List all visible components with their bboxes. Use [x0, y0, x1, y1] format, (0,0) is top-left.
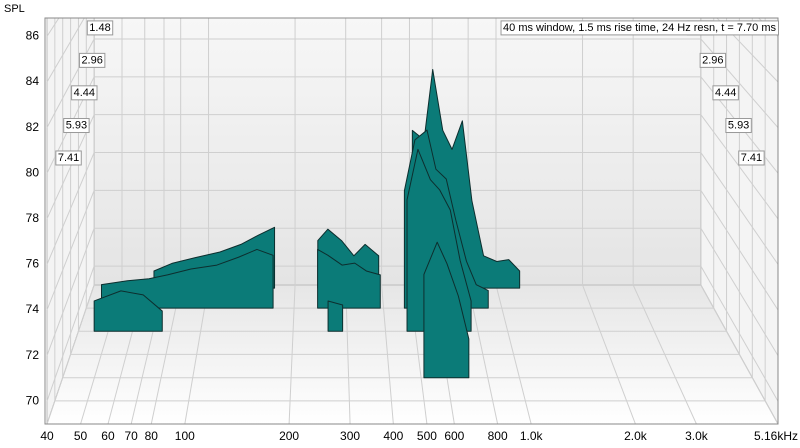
depth-label: 2.96 [702, 54, 723, 66]
waterfall-slice [423, 241, 470, 379]
y-tick-label: 76 [26, 257, 40, 271]
depth-label-box [63, 118, 90, 134]
back-wall [93, 18, 702, 286]
x-tick-label: 40 [40, 429, 54, 443]
depth-label: 5.93 [728, 120, 749, 132]
x-tick-label: 500 [417, 429, 437, 443]
depth-label-box [71, 85, 98, 101]
depth-label: 1.48 [89, 22, 110, 34]
labels: 40 50 60 70 80 100 200 300 400 500 600 800 1.0k 2.0k 3… [26, 20, 798, 443]
depth-label-box [725, 118, 752, 134]
depth-label-box [712, 85, 739, 101]
x-tick-label: 5.16kHz [754, 429, 798, 443]
x-tick-label: 70 [124, 429, 138, 443]
plot-frame [44, 17, 779, 425]
waterfall-slice [317, 248, 381, 309]
depth-label-box [86, 20, 114, 36]
depth-label-box [738, 150, 765, 166]
x-tick-label: 60 [101, 429, 115, 443]
y-tick-label: 72 [26, 348, 40, 362]
x-tick-label: 200 [279, 429, 299, 443]
x-tick-label: 3.0k [685, 429, 709, 443]
depth-label: 7.41 [741, 152, 762, 164]
x-tick-label: 600 [444, 429, 464, 443]
waterfall-slice [93, 290, 163, 332]
y-tick-label: 80 [26, 165, 40, 179]
depth-label-box [699, 52, 727, 68]
surfaces [93, 68, 521, 379]
y-tick-label: 82 [26, 120, 40, 134]
x-tick-label: 50 [74, 429, 88, 443]
waterfall-slice [327, 300, 344, 332]
x-tick-label: 80 [145, 429, 159, 443]
x-tick-label: 800 [488, 429, 508, 443]
x-tick-label: 300 [340, 429, 360, 443]
y-tick-label: 84 [26, 74, 40, 88]
depth-label: 4.44 [74, 87, 95, 99]
waterfall-slice [100, 248, 274, 309]
depth-label: 4.44 [715, 87, 736, 99]
plot-area [45, 18, 778, 424]
depth-label: 7.41 [58, 152, 79, 164]
y-tick-label: 74 [26, 302, 40, 316]
x-tick-label: 1.0k [520, 429, 544, 443]
y-tick-label: 86 [26, 29, 40, 43]
x-tick-label: 400 [383, 429, 403, 443]
y-axis-label: SPL [4, 3, 25, 15]
depth-label-box [55, 150, 82, 166]
x-tick-label: 100 [175, 429, 195, 443]
y-tick-label: 78 [26, 211, 40, 225]
annotation: 40 ms window, 1.5 ms rise time, 24 Hz re… [503, 22, 776, 34]
x-tick-label: 2.0k [624, 429, 648, 443]
y-tick-label: 70 [26, 393, 40, 407]
depth-label-box [78, 52, 106, 68]
annotation-box [500, 20, 779, 36]
depth-label: 5.93 [66, 120, 87, 132]
depth-label: 2.96 [81, 54, 102, 66]
